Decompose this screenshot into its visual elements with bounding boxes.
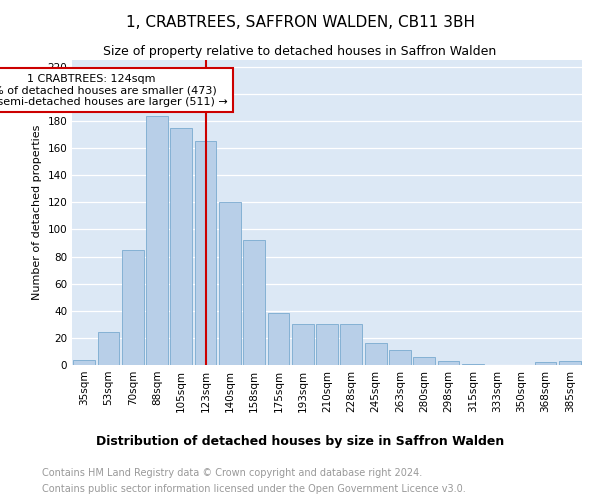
Bar [535,362,556,365]
Bar [170,128,192,365]
Bar [243,240,265,365]
Bar [462,364,484,365]
Text: Contains HM Land Registry data © Crown copyright and database right 2024.: Contains HM Land Registry data © Crown c… [42,468,422,477]
Bar [559,361,581,365]
Text: Size of property relative to detached houses in Saffron Walden: Size of property relative to detached ho… [103,45,497,58]
Bar [413,357,435,365]
Bar [97,332,119,365]
Bar [437,361,460,365]
Bar [219,202,241,365]
Text: Distribution of detached houses by size in Saffron Walden: Distribution of detached houses by size … [96,435,504,448]
Bar [73,360,95,365]
Bar [146,116,168,365]
Bar [292,324,314,365]
Bar [194,142,217,365]
Bar [316,324,338,365]
Bar [389,350,411,365]
Text: 1, CRABTREES, SAFFRON WALDEN, CB11 3BH: 1, CRABTREES, SAFFRON WALDEN, CB11 3BH [125,15,475,30]
Bar [365,344,386,365]
Y-axis label: Number of detached properties: Number of detached properties [32,125,42,300]
Text: 1 CRABTREES: 124sqm
← 48% of detached houses are smaller (473)
52% of semi-detac: 1 CRABTREES: 124sqm ← 48% of detached ho… [0,74,228,107]
Bar [122,250,143,365]
Bar [268,314,289,365]
Bar [340,324,362,365]
Text: Contains public sector information licensed under the Open Government Licence v3: Contains public sector information licen… [42,484,466,494]
